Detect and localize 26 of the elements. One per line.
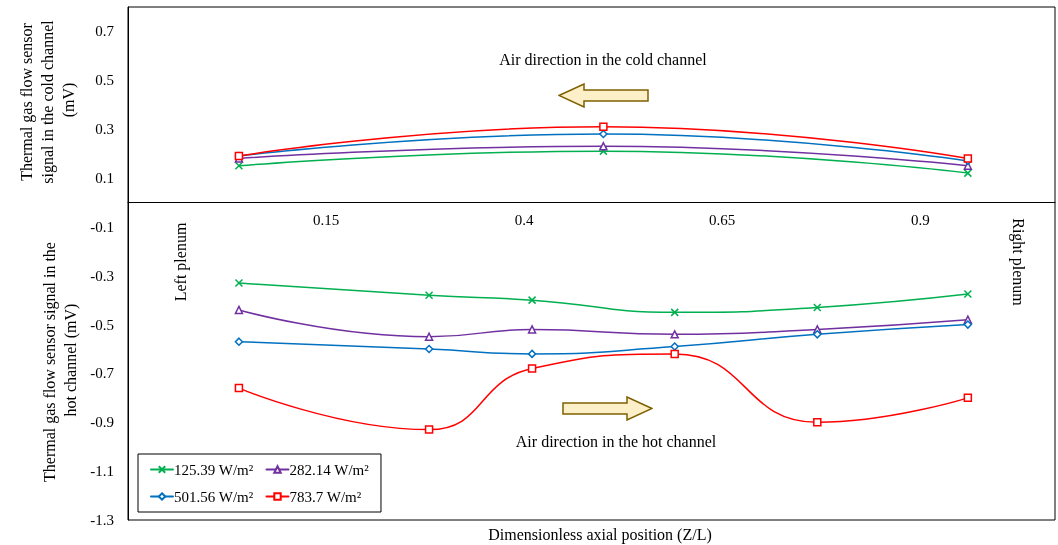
y-tick-label: -0.3 [90,267,114,284]
legend-label: 125.39 W/m² [174,461,254,478]
annotation: Air direction in the cold channel [499,50,708,68]
y-tick-label: 0.5 [95,72,114,89]
x-tick-label: 0.4 [514,211,535,228]
y-tick-label: -0.5 [90,316,114,333]
y-tick-label: -0.9 [90,414,114,431]
legend-label: 282.14 W/m² [289,461,370,478]
y-tick-label: 0.3 [95,121,114,138]
y-tick-label: -1.3 [90,512,114,528]
y-tick-label: 0.1 [95,170,114,186]
text: Thermal gas flow sensor signal in the hot channel (mV) [41,242,80,482]
y-tick-label: -0.7 [90,365,115,382]
x-tick-label: 0.9 [910,211,930,228]
y-tick-label: -1.1 [90,463,114,480]
y-tick-label: 0.7 [95,23,115,40]
y-tick-label: -0.1 [90,218,114,235]
x-tick-label: 0.15 [312,211,340,228]
annotation: Left plenum [171,222,190,302]
x-tick-label: 0.65 [709,211,736,228]
annotation: Right plenum [1008,218,1027,307]
legend-label: 783.7 W/m² [289,488,362,505]
legend-label: 501.56 W/m² [174,488,254,505]
x-axis-title: Dimensionless axial position (Z/L) [488,525,712,544]
y-axis-title: Thermal gas flow sensor signal in the cold channel (mV) [17,16,78,184]
annotation: Air direction in the hot channel [515,432,717,450]
